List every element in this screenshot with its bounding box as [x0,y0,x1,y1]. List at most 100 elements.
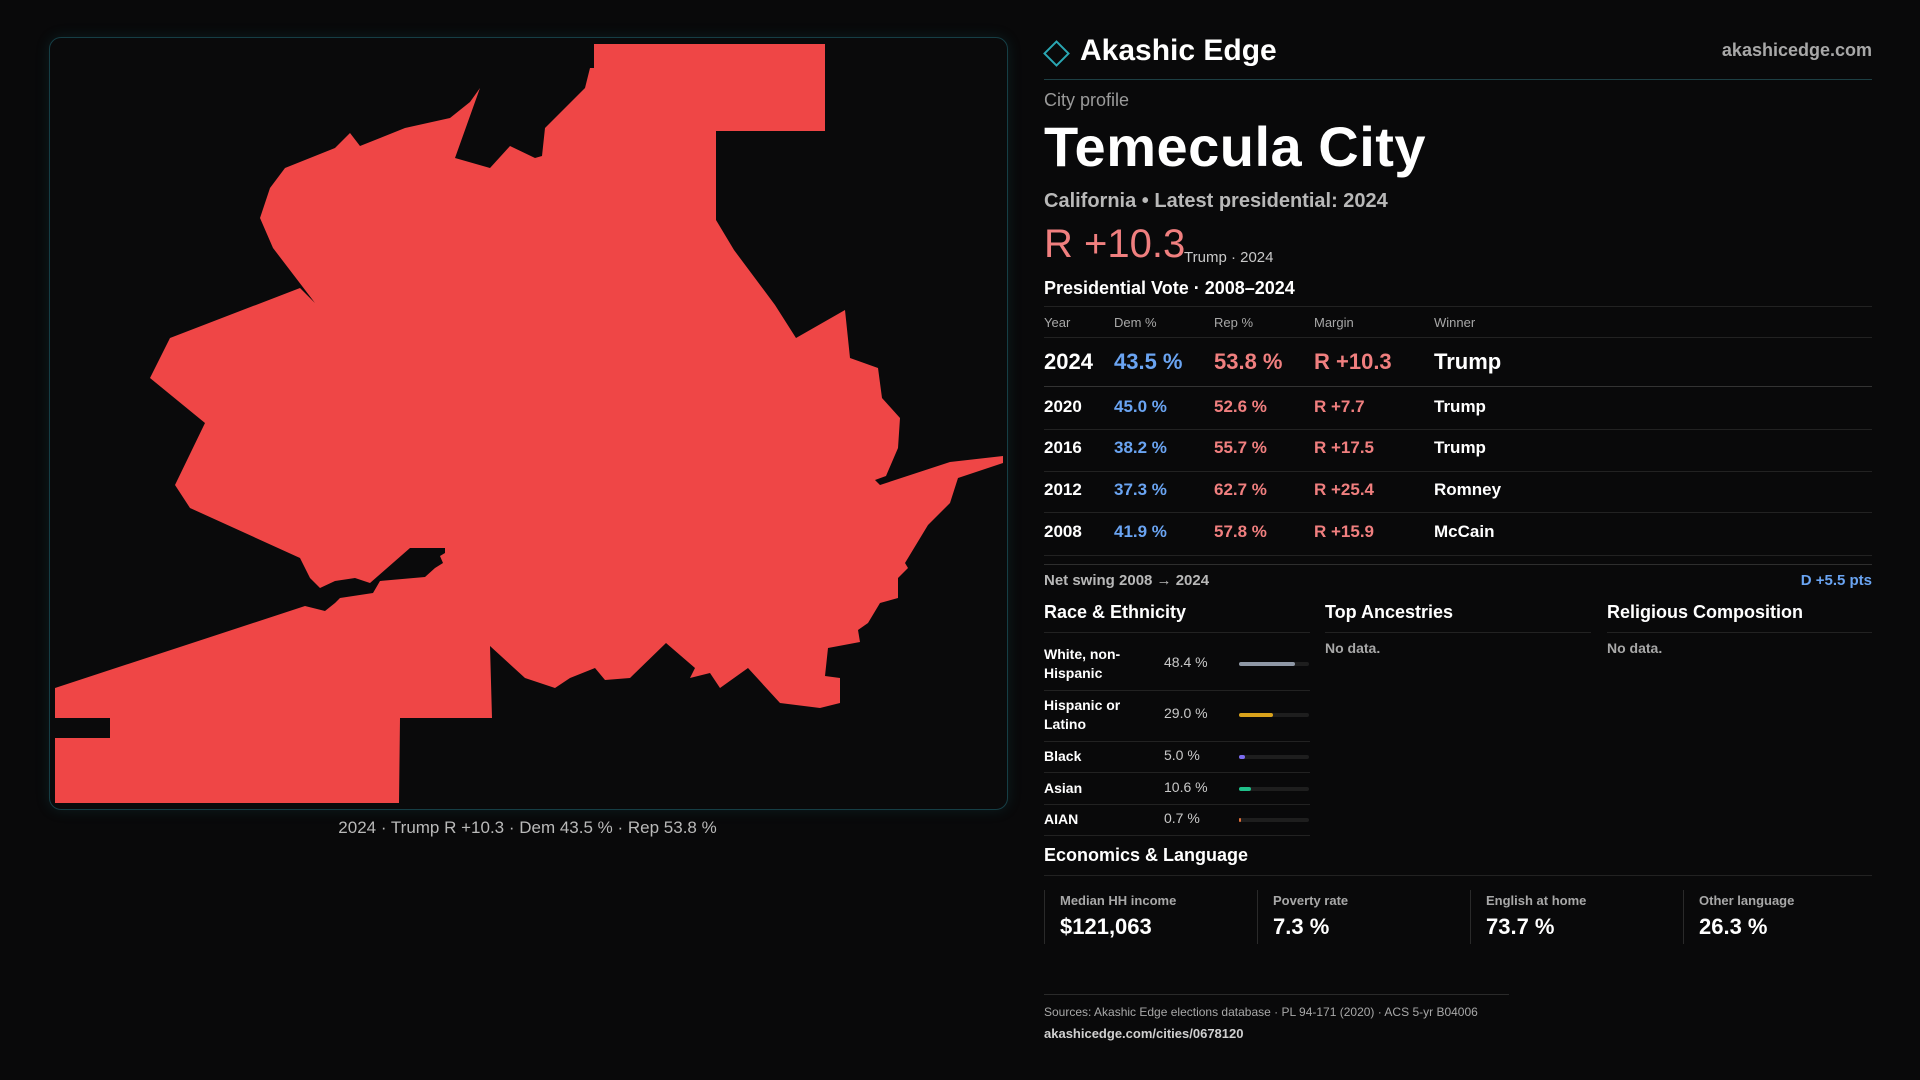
race-label: Asian [1044,780,1083,796]
divider [1044,337,1872,338]
swing-value: D +5.5 pts [1800,572,1872,589]
divider [1044,306,1872,307]
econ-english-at-home: English at home 73.7 % [1470,890,1671,944]
profile-panel: Akashic Edge akashicedge.com City profil… [1043,0,1872,1080]
city-map [49,37,1008,810]
cell-winner: Trump [1434,397,1486,416]
headline-margin-note: Trump · 2024 [1184,249,1274,266]
race-bar-track [1239,787,1309,791]
cell-margin: R +25.4 [1314,480,1375,499]
race-label: White, non-Hispanic [1044,646,1121,681]
header-margin: Margin [1314,315,1354,330]
race-pct: 5.0 % [1164,747,1200,763]
race-bar-track [1239,713,1309,717]
swing-label: Net swing 2008 → 2024 [1044,572,1210,589]
brand-header: Akashic Edge akashicedge.com [1043,32,1872,72]
econ-poverty-rate: Poverty rate 7.3 % [1257,890,1458,944]
cell-year: 2024 [1044,349,1093,374]
race-bar-fill [1239,755,1245,759]
divider [1044,386,1872,387]
divider [1044,471,1872,472]
header-winner: Winner [1434,315,1476,330]
race-pct: 0.7 % [1164,810,1200,826]
page-kicker: City profile [1044,90,1130,110]
cell-rep: 53.8 % [1214,349,1283,374]
econ-value: 26.3 % [1699,914,1768,939]
headline-margin: R +10.3 [1044,222,1186,266]
economics-title: Economics & Language [1044,845,1249,865]
vote-table-header: Year Dem % Rep % Margin Winner [1044,306,1872,338]
ancestries-title: Top Ancestries [1325,602,1454,622]
divider [1044,512,1872,513]
map-caption: 2024 · Trump R +10.3 · Dem 43.5 % · Rep … [338,818,717,837]
header-year: Year [1044,315,1071,330]
divider [1607,632,1872,633]
cell-dem: 43.5 % [1114,349,1183,374]
race-pct: 48.4 % [1164,654,1208,670]
race-title: Race & Ethnicity [1044,602,1187,622]
header-divider [1044,79,1872,80]
brand-url-link[interactable]: akashicedge.com [1721,40,1872,60]
divider [1044,690,1310,691]
divider [1044,429,1872,430]
race-bar-track [1239,662,1309,666]
cell-winner: Romney [1434,480,1502,499]
cell-rep: 55.7 % [1214,438,1267,457]
cell-dem: 41.9 % [1114,522,1167,541]
econ-value: $121,063 [1060,914,1152,939]
race-pct: 10.6 % [1164,779,1208,795]
econ-label: Poverty rate [1273,893,1349,908]
cell-winner: Trump [1434,349,1502,374]
race-label: Hispanic or Latino [1044,697,1121,732]
cell-margin: R +7.7 [1314,397,1365,416]
divider [1044,875,1872,876]
race-bar-fill [1239,787,1251,791]
cell-year: 2008 [1044,522,1082,541]
cell-year: 2020 [1044,397,1082,416]
cell-rep: 52.6 % [1214,397,1267,416]
page-url-link[interactable]: akashicedge.com/cities/0678120 [1044,1026,1244,1041]
page-title: Temecula City [1044,115,1427,178]
religion-title: Religious Composition [1607,602,1803,622]
cell-margin: R +10.3 [1314,349,1392,374]
ancestries-empty: No data. [1325,640,1381,656]
cell-rep: 62.7 % [1214,480,1267,499]
cell-year: 2012 [1044,480,1082,499]
race-bar-fill [1239,818,1241,822]
cell-winner: McCain [1434,522,1495,541]
race-pct: 29.0 % [1164,705,1208,721]
econ-label: Other language [1699,893,1795,908]
race-label: Black [1044,748,1082,764]
econ-label: Median HH income [1060,893,1177,908]
cell-dem: 38.2 % [1114,438,1167,457]
brand-name[interactable]: Akashic Edge [1080,34,1277,67]
sources-note: Sources: Akashic Edge elections database… [1044,1005,1478,1019]
divider [1325,632,1591,633]
econ-label: English at home [1486,893,1587,908]
race-bar-fill [1239,713,1273,717]
divider [1044,835,1310,836]
page-subtitle: California • Latest presidential: 2024 [1044,190,1388,212]
divider [1044,555,1872,556]
city-boundary-shape [55,44,1003,803]
race-label: AIAN [1044,811,1079,827]
cell-margin: R +17.5 [1314,438,1375,457]
divider [1044,772,1310,773]
divider [1044,564,1872,565]
header-rep: Rep % [1214,315,1254,330]
econ-other-language: Other language 26.3 % [1683,890,1884,944]
econ-value: 73.7 % [1486,914,1555,939]
divider [1044,632,1310,633]
cell-rep: 57.8 % [1214,522,1267,541]
cell-margin: R +15.9 [1314,522,1375,541]
diamond-icon [1043,40,1070,67]
cell-dem: 45.0 % [1114,397,1167,416]
econ-median-income: Median HH income $121,063 [1044,890,1245,944]
divider [1044,994,1509,995]
header-dem: Dem % [1114,315,1157,330]
race-bar-track [1239,818,1309,822]
cell-dem: 37.3 % [1114,480,1167,499]
econ-value: 7.3 % [1273,914,1330,939]
city-boundary-svg [55,44,1003,803]
race-bar-fill [1239,662,1295,666]
